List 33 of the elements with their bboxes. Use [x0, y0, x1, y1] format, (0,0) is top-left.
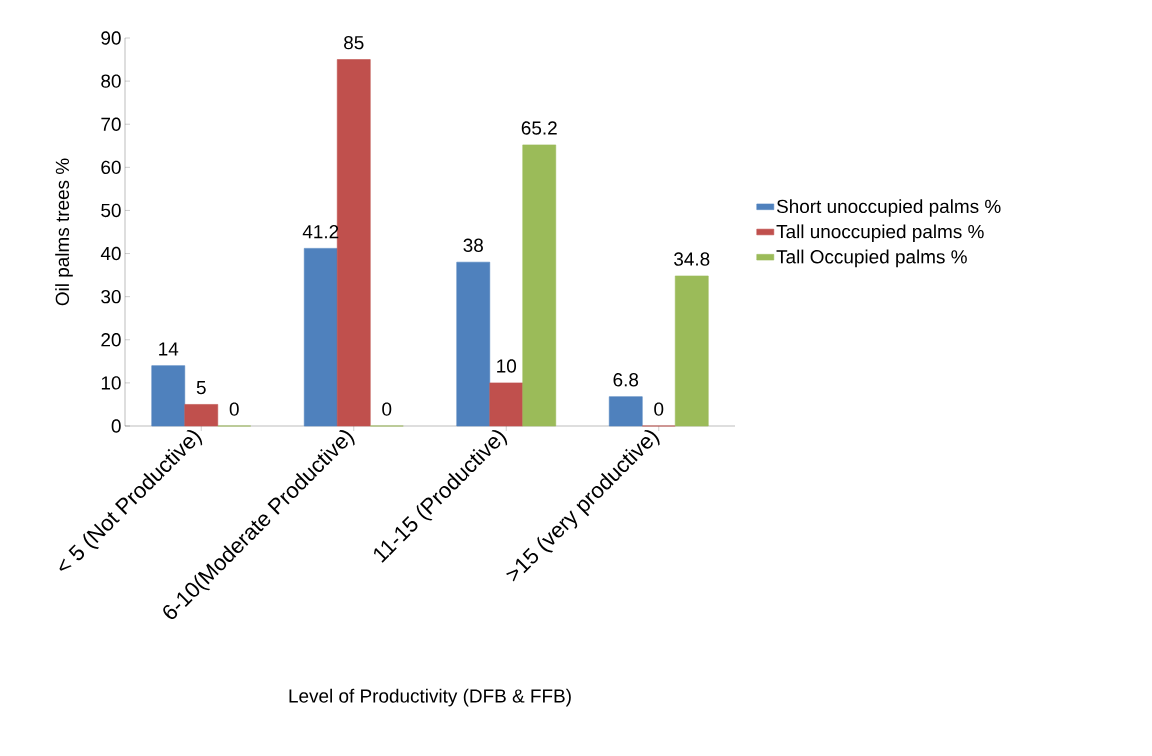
data-label: 6.8: [613, 373, 639, 387]
bar: [303, 248, 338, 427]
y-axis-title: Oil palms trees %: [55, 158, 73, 306]
bar: [608, 396, 643, 427]
bar: [456, 261, 491, 427]
bar: [489, 382, 524, 427]
data-label: 0: [229, 402, 239, 416]
legend-label: Tall unoccupied palms %: [776, 224, 984, 243]
data-label: 38: [463, 238, 483, 252]
x-axis-title: Level of Productivity (DFB & FFB): [289, 688, 571, 707]
y-tick-label: 60: [101, 160, 121, 175]
y-tick-label: 50: [101, 203, 121, 218]
data-label: 5: [196, 381, 206, 395]
data-label: 14: [159, 342, 179, 356]
y-tick-label: 40: [100, 246, 121, 261]
data-label: 0: [654, 402, 664, 416]
y-tick-label: 70: [101, 117, 121, 131]
data-label: 10: [497, 359, 517, 373]
bar: [184, 404, 219, 427]
data-label: 65.2: [521, 121, 557, 135]
bar: [151, 365, 186, 427]
y-tick-label: 80: [101, 74, 121, 88]
bar: [522, 144, 557, 427]
data-label: 85: [344, 35, 364, 50]
data-label: 34.8: [674, 252, 710, 266]
legend-label: Tall Occupied palms %: [776, 249, 967, 268]
y-tick-label: 10: [101, 376, 121, 390]
y-tick-label: 20: [101, 333, 121, 347]
y-tick-label: 90: [101, 31, 121, 45]
data-label: 0: [382, 402, 392, 416]
bar: [674, 275, 709, 427]
legend-label: Short unoccupied palms %: [776, 199, 1001, 217]
y-tick-label: 30: [101, 289, 121, 304]
